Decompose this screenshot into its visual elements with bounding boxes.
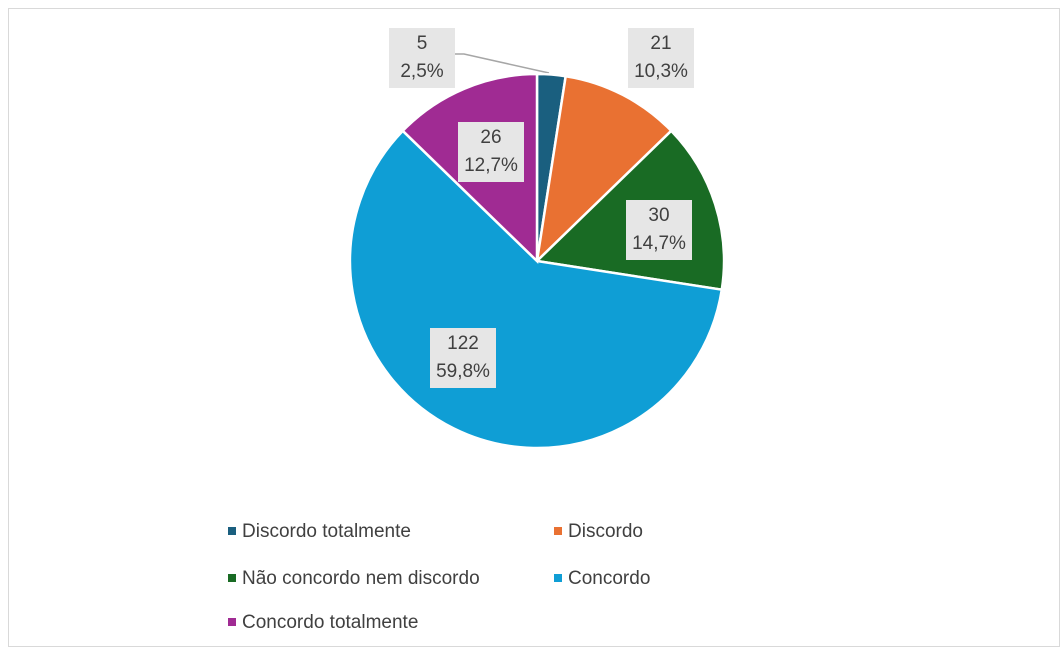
legend-marker bbox=[228, 574, 236, 582]
legend-label: Concordo bbox=[568, 568, 650, 589]
pie-slice bbox=[535, 74, 674, 265]
legend-label: Discordo totalmente bbox=[242, 521, 411, 542]
data-label-value: 5 bbox=[417, 33, 428, 54]
data-label-percent: 10,3% bbox=[634, 61, 688, 82]
data-label-percent: 2,5% bbox=[400, 61, 443, 82]
data-label-value: 30 bbox=[648, 205, 669, 226]
data-label-box bbox=[458, 122, 524, 182]
legend-marker bbox=[228, 527, 236, 535]
legend-label: Concordo totalmente bbox=[242, 612, 418, 633]
data-label-box bbox=[626, 200, 692, 260]
legend-label: Discordo bbox=[568, 521, 643, 542]
data-label-value: 21 bbox=[650, 33, 671, 54]
legend-marker bbox=[554, 527, 562, 535]
legend-marker bbox=[554, 574, 562, 582]
legend-marker bbox=[228, 618, 236, 626]
data-label-value: 122 bbox=[447, 333, 479, 354]
data-label-box bbox=[389, 28, 455, 88]
data-label-percent: 59,8% bbox=[436, 361, 490, 382]
leader-line bbox=[455, 53, 550, 74]
data-label-box bbox=[628, 28, 694, 88]
data-label-percent: 12,7% bbox=[464, 155, 518, 176]
data-label-box bbox=[430, 328, 496, 388]
data-label-value: 26 bbox=[480, 127, 501, 148]
legend-label: Não concordo nem discordo bbox=[242, 568, 480, 589]
data-label-percent: 14,7% bbox=[632, 233, 686, 254]
